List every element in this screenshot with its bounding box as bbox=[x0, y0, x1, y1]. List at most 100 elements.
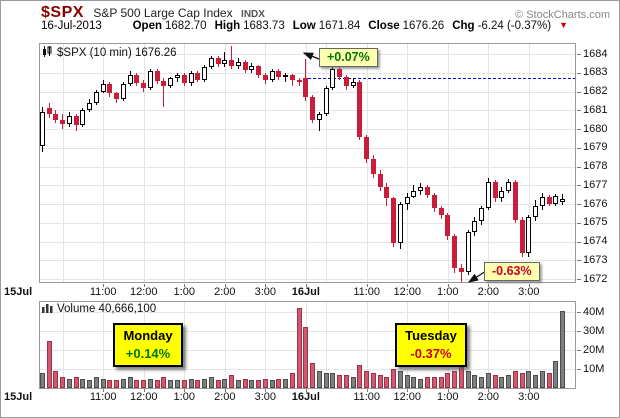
volume-grid-line bbox=[39, 312, 576, 313]
price-grid-line bbox=[39, 185, 576, 187]
volume-bar-up bbox=[283, 378, 289, 388]
candle-down bbox=[107, 84, 113, 94]
volume-bar-down bbox=[391, 369, 397, 388]
time-axis-label: 3:00 bbox=[254, 391, 277, 403]
candle-down bbox=[452, 235, 458, 268]
volume-bar-up bbox=[465, 370, 471, 388]
ohlc-readout: Open 1682.70 High 1683.73 Low 1671.84 Close… bbox=[133, 20, 568, 32]
time-axis-tick bbox=[407, 389, 409, 392]
time-grid-line bbox=[366, 44, 368, 282]
candle-down bbox=[229, 59, 235, 67]
volume-bar-up bbox=[168, 380, 174, 388]
volume-bar-down bbox=[229, 374, 235, 388]
volume-bar-up bbox=[120, 378, 126, 388]
volume-bar-down bbox=[296, 308, 302, 388]
time-axis-label: 3:00 bbox=[254, 286, 277, 298]
time-axis-label: 11:00 bbox=[353, 286, 381, 298]
candle-down bbox=[195, 72, 201, 81]
volume-bar-up bbox=[175, 380, 180, 388]
volume-bar-up bbox=[499, 376, 505, 388]
time-axis-tick bbox=[488, 389, 490, 392]
time-grid-line bbox=[326, 44, 328, 282]
time-axis-tick bbox=[265, 284, 267, 287]
time-grid-line bbox=[184, 44, 186, 282]
time-grid-line bbox=[265, 44, 267, 282]
volume-bar-up bbox=[506, 374, 512, 388]
time-axis-label: 2:00 bbox=[477, 391, 500, 403]
candle-down bbox=[445, 215, 451, 236]
time-grid-line bbox=[528, 302, 530, 388]
price-axis-tick bbox=[577, 204, 581, 205]
candle-up bbox=[472, 220, 478, 233]
monday-change: +0.14% bbox=[125, 346, 171, 361]
volume-bar-up bbox=[323, 372, 329, 388]
volume-bar-up bbox=[87, 380, 93, 388]
volume-bar-down bbox=[438, 376, 444, 388]
volume-bar-down bbox=[141, 380, 147, 388]
volume-bar-down bbox=[445, 372, 451, 388]
time-axis-label: 15Jul bbox=[4, 391, 33, 403]
time-axis-label: 15Jul bbox=[4, 286, 33, 298]
time-axis-tick bbox=[143, 389, 145, 392]
exchange-label: INDX bbox=[241, 9, 265, 20]
volume-bar-up bbox=[404, 374, 410, 388]
open-readout: Open 1682.70 bbox=[132, 20, 207, 32]
volume-bar-up bbox=[560, 310, 566, 388]
volume-axis-label: 10M bbox=[583, 362, 605, 375]
candle-up bbox=[323, 87, 329, 114]
candle-down bbox=[458, 267, 464, 272]
copyright: © StockCharts.com bbox=[515, 9, 610, 21]
symbol-label: $SPX bbox=[41, 4, 84, 21]
candle-down bbox=[337, 69, 343, 77]
volume-axis-label: 20M bbox=[583, 343, 605, 356]
time-grid-line bbox=[184, 302, 186, 388]
candle-down bbox=[438, 207, 444, 216]
volume-bar-up bbox=[539, 370, 545, 388]
volume-bar-down bbox=[276, 378, 282, 388]
volume-bar-down bbox=[53, 370, 59, 388]
candle-wick-down bbox=[163, 78, 165, 107]
time-axis-tick bbox=[265, 389, 267, 392]
price-axis-label: 1672 bbox=[583, 272, 608, 285]
time-grid-line bbox=[488, 44, 490, 282]
time-axis-label: 3:00 bbox=[518, 391, 540, 403]
volume-bar-down bbox=[424, 376, 430, 388]
candle-down bbox=[303, 78, 309, 98]
candle-wick-down bbox=[460, 264, 462, 282]
price-axis-label: 1682 bbox=[583, 85, 608, 97]
volume-bar-down bbox=[262, 378, 268, 388]
candle-up bbox=[330, 69, 336, 88]
volume-bar-down bbox=[452, 370, 458, 388]
volume-bar-up bbox=[330, 372, 336, 388]
time-axis-tick bbox=[366, 284, 368, 287]
candle-down bbox=[370, 159, 376, 174]
candle-down bbox=[242, 61, 248, 70]
volume-bars-icon bbox=[42, 303, 53, 316]
time-axis-label: 12:00 bbox=[129, 286, 158, 298]
tuesday-summary-box: Tuesday -0.37% bbox=[395, 323, 467, 367]
volume-bar-up bbox=[147, 378, 153, 388]
volume-bar-up bbox=[188, 378, 194, 388]
price-axis-label: 1679 bbox=[583, 141, 608, 154]
volume-axis-label: 30M bbox=[583, 324, 605, 337]
price-axis-tick bbox=[577, 166, 581, 168]
time-axis-tick bbox=[103, 389, 105, 392]
volume-bar-down bbox=[114, 380, 120, 388]
volume-bar-up bbox=[526, 370, 532, 388]
candle-down bbox=[161, 81, 167, 86]
time-grid-line bbox=[528, 44, 530, 282]
price-axis-tick bbox=[577, 241, 581, 243]
candle-down bbox=[343, 76, 349, 86]
volume-bar-down bbox=[242, 378, 248, 388]
volume-bar-down bbox=[357, 365, 363, 388]
price-grid-line bbox=[39, 279, 576, 280]
volume-axis-tick bbox=[577, 331, 581, 332]
price-grid-line bbox=[39, 241, 576, 243]
volume-bar-up bbox=[208, 376, 214, 388]
price-grid-line bbox=[39, 204, 576, 205]
candle-wick-up bbox=[285, 72, 287, 83]
volume-axis-tick bbox=[577, 369, 581, 370]
monday-label: Monday bbox=[123, 328, 173, 343]
time-grid-line bbox=[62, 44, 64, 282]
